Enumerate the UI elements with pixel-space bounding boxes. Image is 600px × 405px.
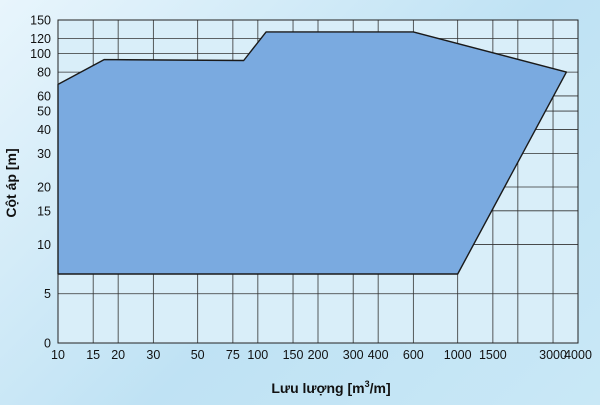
x-tick-label: 15 [86, 348, 100, 362]
y-tick-label: 60 [37, 89, 51, 103]
x-tick-label: 1000 [444, 348, 472, 362]
y-axis-title: Cột áp [m] [3, 148, 19, 217]
x-tick-label: 400 [368, 348, 389, 362]
x-tick-label: 300 [343, 348, 364, 362]
x-tick-label: 1500 [479, 348, 507, 362]
y-tick-label: 20 [37, 180, 51, 194]
x-tick-label: 20 [111, 348, 125, 362]
x-tick-label: 10 [51, 348, 65, 362]
y-tick-label: 10 [37, 238, 51, 252]
plot-frame [57, 19, 579, 344]
x-tick-label: 3000 [539, 348, 567, 362]
y-tick-label: 0 [44, 337, 51, 351]
x-tick-label: 50 [191, 348, 205, 362]
x-tick-label: 150 [283, 348, 304, 362]
x-tick-label: 600 [403, 348, 424, 362]
y-tick-label: 50 [37, 105, 51, 119]
y-tick-label: 80 [37, 66, 51, 80]
x-tick-label: 200 [308, 348, 329, 362]
x-axis-title-end: /m] [370, 380, 391, 396]
x-axis-ticks: 10 15 20 30 50 75 100 150 200 300 400 600 1000 1500 30… [51, 348, 592, 362]
x-axis-title-sup: 3 [365, 379, 370, 389]
x-tick-label: 100 [247, 348, 268, 362]
x-axis-title: Lưu lượng [m3/m] [271, 379, 390, 396]
y-tick-label: 40 [37, 123, 51, 137]
y-tick-label: 150 [30, 14, 51, 28]
x-tick-label: 30 [146, 348, 160, 362]
y-tick-label: 30 [37, 147, 51, 161]
y-tick-label: 100 [30, 47, 51, 61]
x-tick-label: 75 [226, 348, 240, 362]
operating-range-area [57, 31, 568, 275]
x-tick-label: 4000 [564, 348, 592, 362]
y-tick-label: 15 [37, 204, 51, 218]
x-axis-title-main: Lưu lượng [m [271, 380, 364, 396]
y-tick-label: 120 [30, 32, 51, 46]
y-tick-label: 5 [44, 287, 51, 301]
